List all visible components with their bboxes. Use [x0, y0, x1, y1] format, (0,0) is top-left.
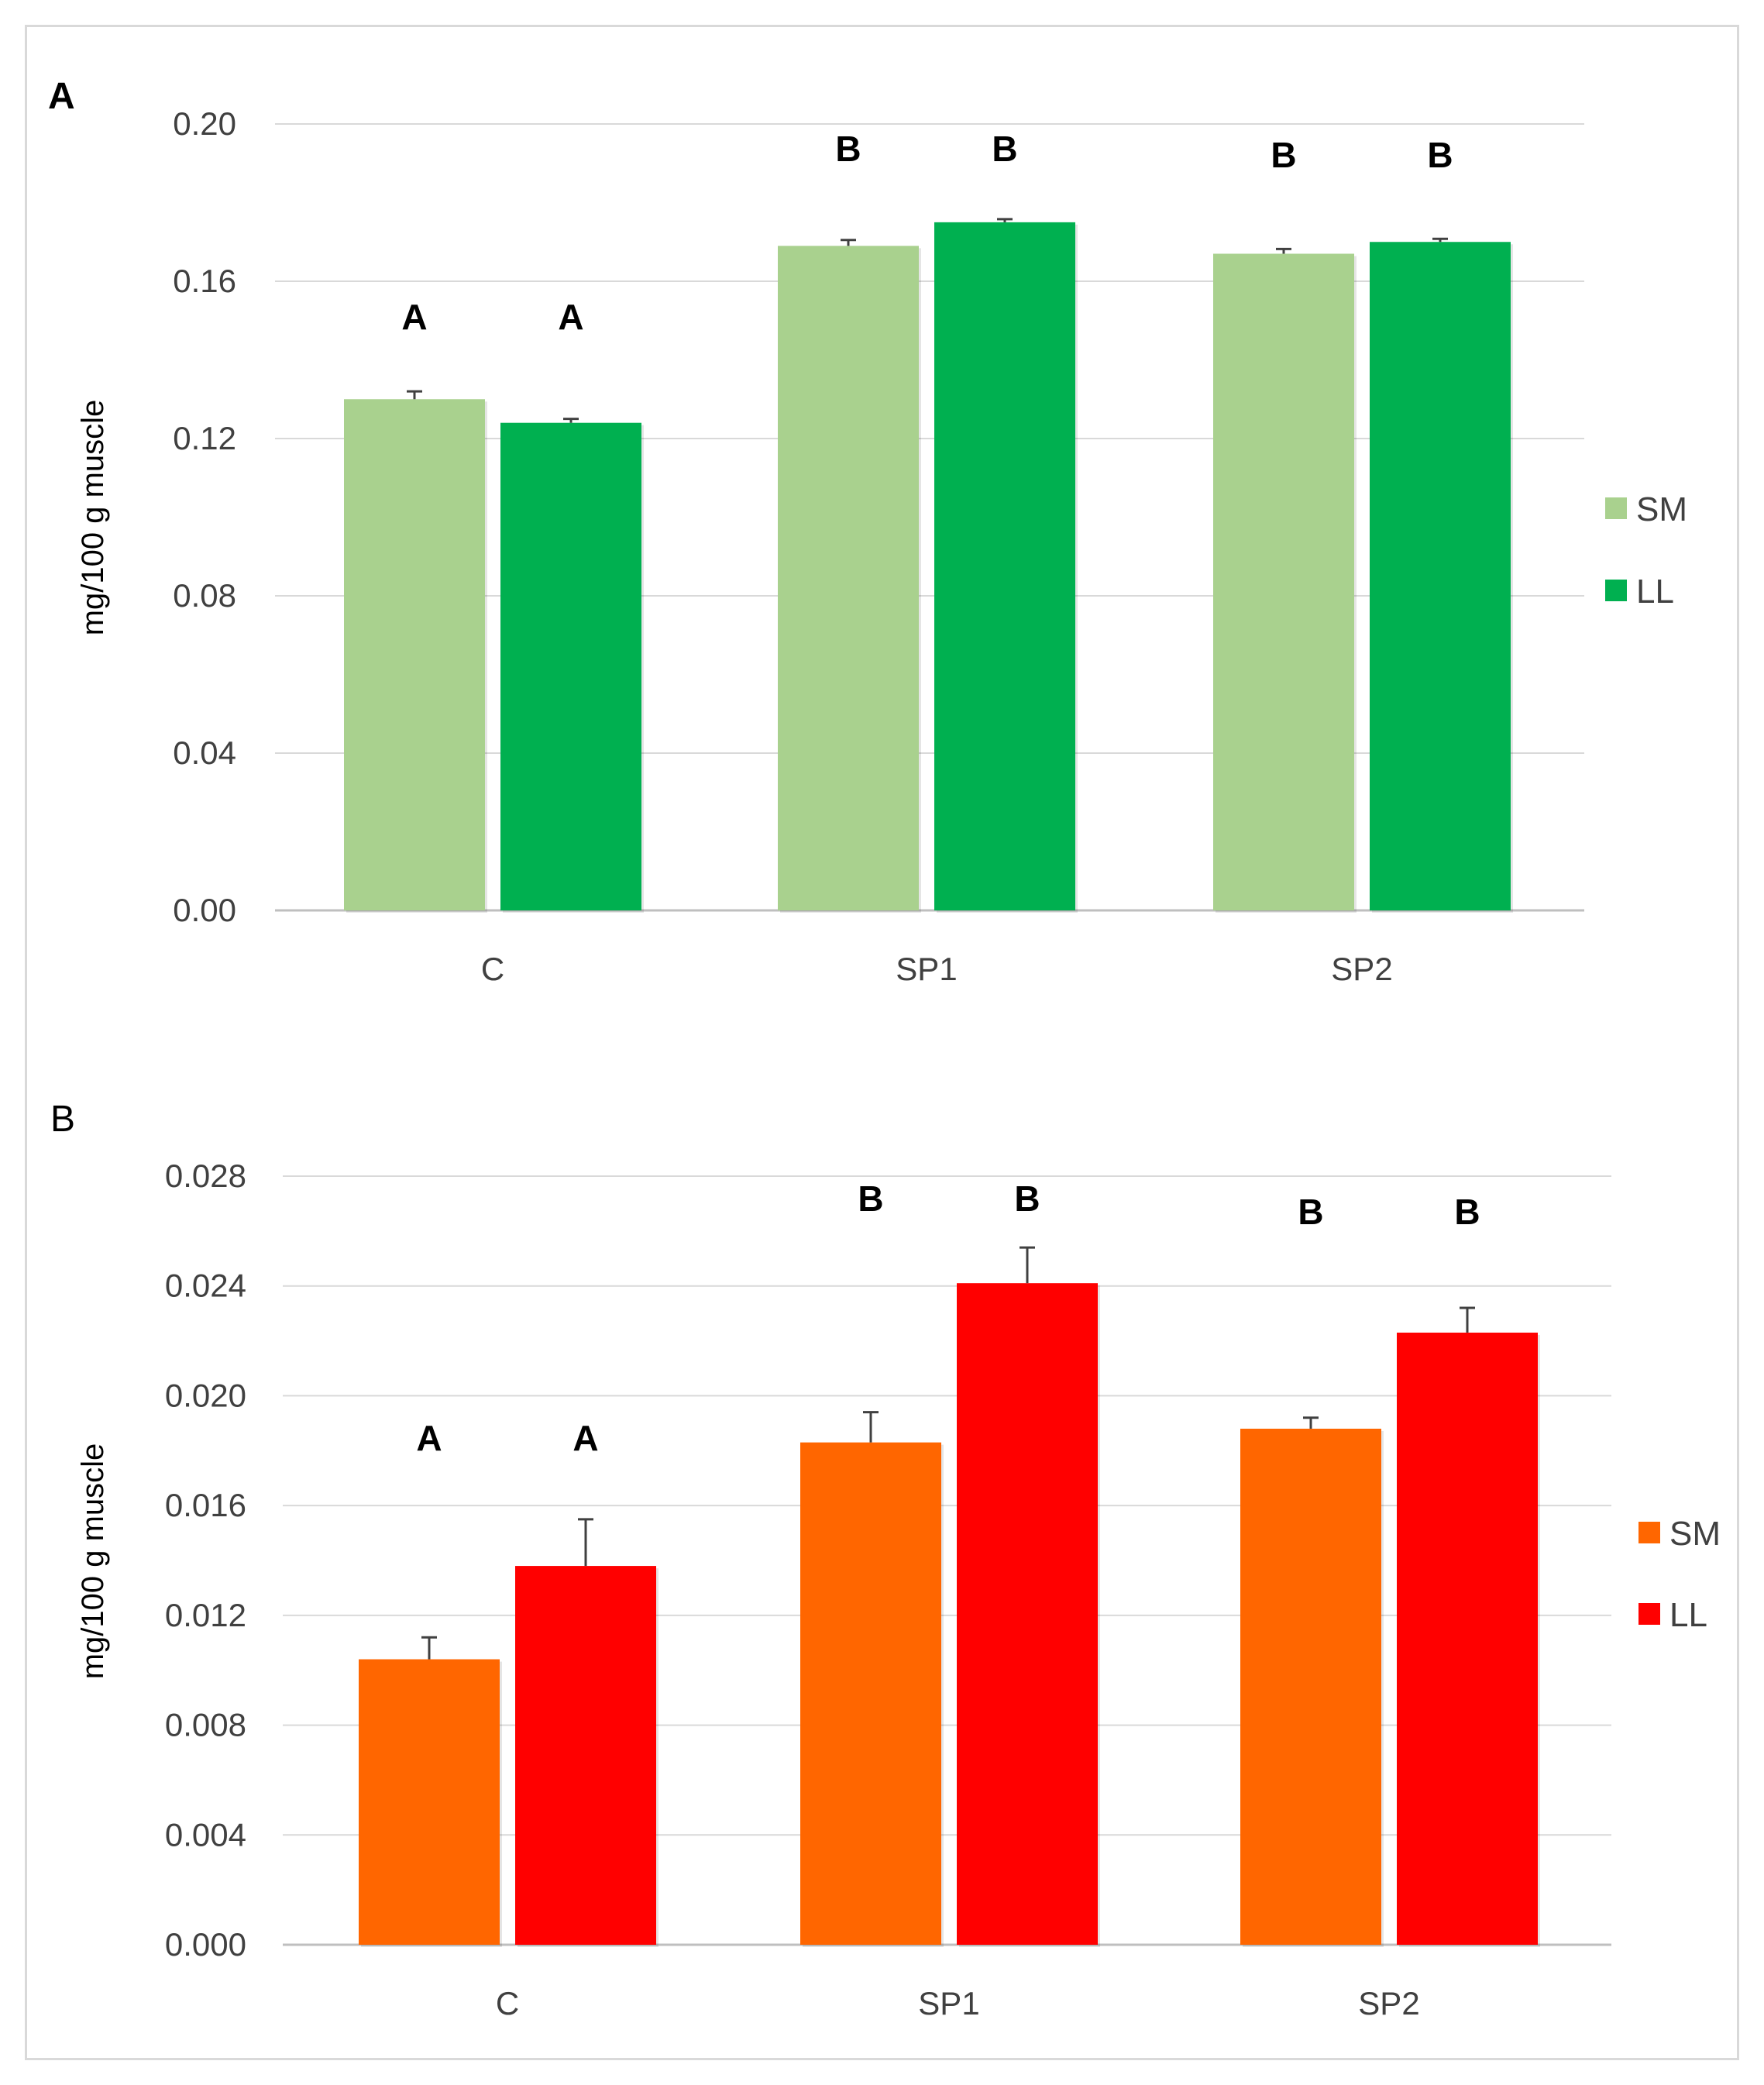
y-tick-label: 0.028: [165, 1158, 246, 1194]
significance-letter: B: [835, 129, 861, 169]
significance-letter: B: [992, 129, 1017, 169]
y-tick-label: 0.020: [165, 1377, 246, 1413]
chart-A: 0.00 0.04 0.08 0.12 0.16 0.20 mg/100 g muscle A…: [48, 76, 1687, 987]
chart-B: 0.000 0.004 0.008 0.012 0.016 0.020 0.024 0.028…: [50, 1099, 1721, 2021]
y-tick-label: 0.04: [173, 735, 236, 771]
panel-label: A: [48, 76, 75, 117]
y-tick-label: 0.008: [165, 1707, 246, 1743]
significance-letter: B: [1271, 135, 1296, 175]
legend-swatch-SM: [1605, 497, 1627, 519]
x-category-label: C: [481, 951, 504, 987]
bar-SM-SP2[interactable]: [1213, 253, 1354, 911]
y-tick-label: 0.00: [173, 892, 236, 928]
significance-letter: A: [416, 1418, 442, 1458]
bar-LL-SP2[interactable]: [1397, 1332, 1538, 1945]
legend-swatch-LL: [1638, 1603, 1660, 1625]
legend-label-SM: SM: [1669, 1515, 1721, 1553]
x-category-label: SP2: [1358, 1985, 1419, 2021]
significance-letter: B: [1298, 1192, 1323, 1232]
x-category-label: SP2: [1331, 951, 1392, 987]
y-tick-label: 0.000: [165, 1926, 246, 1963]
y-tick-label: 0.12: [173, 420, 236, 456]
legend-swatch-LL: [1605, 580, 1627, 601]
bar-SM-C[interactable]: [344, 399, 485, 910]
significance-letter: A: [401, 297, 427, 337]
legend-swatch-SM: [1638, 1522, 1660, 1543]
y-tick-label: 0.20: [173, 105, 236, 142]
panel-label: B: [50, 1099, 75, 1140]
x-category-label: SP1: [896, 951, 957, 987]
y-axis-label: mg/100 g muscle: [76, 1443, 110, 1680]
significance-letter: A: [558, 297, 583, 337]
bar-LL-C[interactable]: [500, 422, 641, 910]
significance-letter: B: [1014, 1178, 1040, 1219]
y-tick-label: 0.16: [173, 263, 236, 299]
legend-label-LL: LL: [1669, 1596, 1707, 1634]
bar-SM-SP2[interactable]: [1240, 1428, 1381, 1945]
significance-letter: A: [573, 1418, 598, 1458]
legend-label-LL: LL: [1636, 573, 1674, 611]
y-axis-label: mg/100 g muscle: [76, 400, 110, 636]
y-tick-label: 0.024: [165, 1268, 246, 1304]
y-tick-label: 0.016: [165, 1487, 246, 1523]
y-tick-label: 0.08: [173, 577, 236, 614]
x-category-label: C: [496, 1985, 519, 2021]
legend-label-SM: SM: [1636, 490, 1687, 528]
y-tick-label: 0.012: [165, 1597, 246, 1633]
significance-letter: B: [858, 1178, 883, 1219]
bar-LL-SP1[interactable]: [934, 222, 1075, 910]
bar-SM-SP1[interactable]: [800, 1442, 941, 1945]
bar-SM-C[interactable]: [359, 1659, 500, 1945]
bar-LL-SP2[interactable]: [1370, 242, 1511, 910]
significance-letter: B: [1454, 1192, 1480, 1232]
bar-LL-C[interactable]: [515, 1566, 656, 1945]
y-tick-label: 0.004: [165, 1816, 246, 1853]
bar-LL-SP1[interactable]: [957, 1283, 1098, 1945]
x-category-label: SP1: [918, 1985, 979, 2021]
bar-SM-SP1[interactable]: [778, 246, 919, 910]
significance-letter: B: [1427, 135, 1453, 175]
